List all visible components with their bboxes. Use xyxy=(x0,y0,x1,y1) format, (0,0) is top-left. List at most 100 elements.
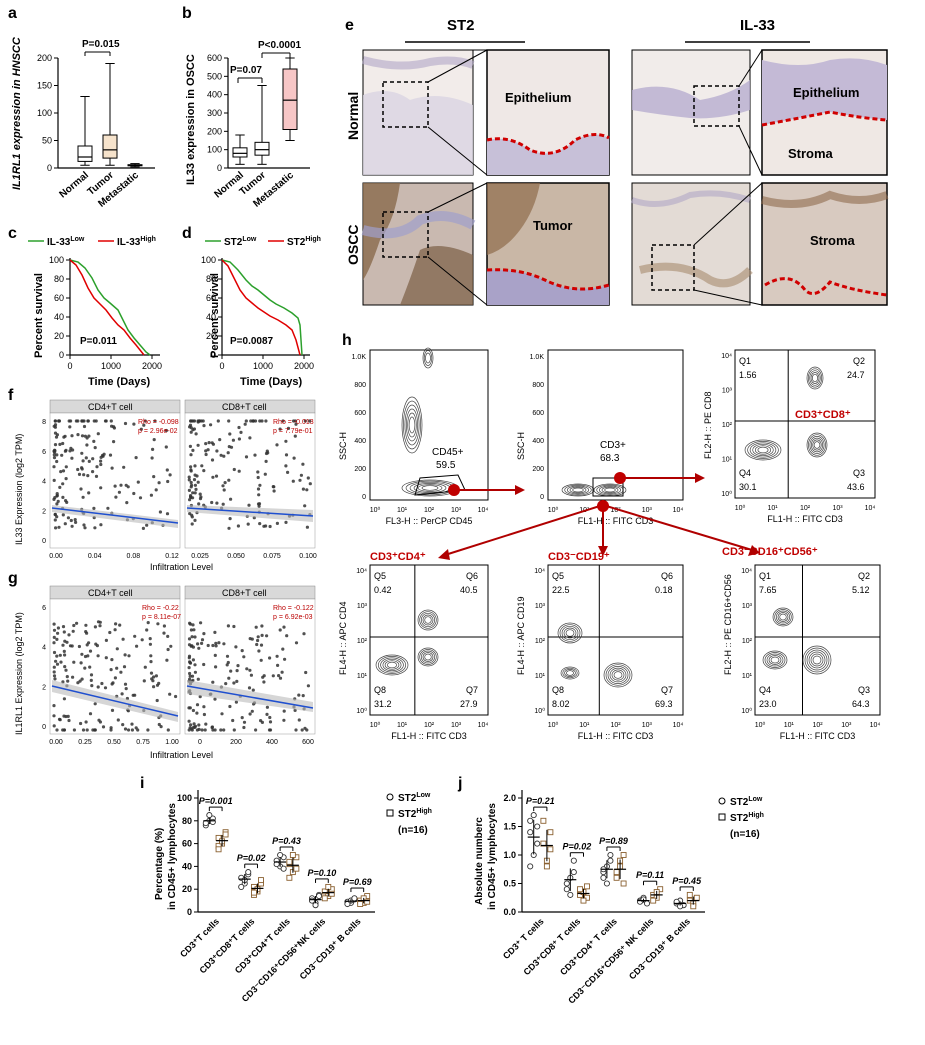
f-scatter2-point xyxy=(189,453,193,457)
g-scatter2-point xyxy=(192,722,196,726)
g-scatter1-point xyxy=(109,668,113,672)
f-scatter2-point xyxy=(192,478,197,482)
i-point-low xyxy=(206,812,213,819)
g-scatter1-point xyxy=(71,629,75,633)
g-scatter1-point xyxy=(130,728,134,732)
g-scatter2-point xyxy=(259,719,263,723)
a-xlabel: Normal xyxy=(57,170,91,201)
g-scatter2-point xyxy=(213,697,217,701)
flow-xlabel: FL1-H :: FITC CD3 xyxy=(578,731,654,741)
g-scatter1-point xyxy=(90,684,94,688)
f-scatter2-point xyxy=(263,472,267,476)
i-point-high xyxy=(215,846,222,853)
flow-ytick-label: 10⁴ xyxy=(534,568,545,575)
flow-contour xyxy=(564,484,592,496)
g-scatter2-point xyxy=(293,708,297,713)
f-scatter1-point xyxy=(74,419,78,423)
f-scatter1-point xyxy=(76,467,80,472)
panel-j-legend-high: ST2High xyxy=(730,812,764,824)
flow-quadrant-name: Q3 xyxy=(853,468,865,478)
f-scatter2-point xyxy=(284,439,288,443)
g-scatter2-point xyxy=(200,728,204,732)
f-scatter2-point xyxy=(291,479,295,483)
f-scatter1-point xyxy=(166,479,170,484)
g-scatter1-point xyxy=(96,620,101,624)
flow-xlabel: FL1-H :: FITC CD3 xyxy=(391,731,467,741)
g-scatter1-point xyxy=(122,665,127,669)
flow-xtick-label: 10⁰ xyxy=(735,504,746,512)
f-scatter2-point xyxy=(204,442,208,446)
flow-quadrant-name: Q1 xyxy=(739,356,751,366)
f-scatter2-point xyxy=(210,441,214,445)
panel-i-ylabel2: in CD45+ lymphocytes xyxy=(167,803,178,910)
g-scatter1-point xyxy=(154,674,158,678)
flow-contour xyxy=(423,350,433,366)
g-scatter1-point xyxy=(64,714,68,719)
panel-i: i Percentage (%) in CD45+ lymphocytes 0 2… xyxy=(140,775,432,1004)
panel-g-stat1-rho: Rho = -0.22 xyxy=(142,605,179,612)
g-scatter1-point xyxy=(53,677,57,681)
f-scatter1-point xyxy=(53,518,57,522)
flow-population-title: CD3⁺CD4⁺ xyxy=(370,551,426,563)
g-scatter2-point xyxy=(302,632,306,636)
g-scatter1-point xyxy=(123,682,128,686)
panel-c-legend-high: IL-33High xyxy=(117,236,156,248)
f-scatter2-point xyxy=(301,462,305,466)
g-scatter2-point xyxy=(213,728,217,732)
panel-j-ylabel1: Absolute numberc xyxy=(474,817,485,905)
flow-xtick-label: 10¹ xyxy=(767,505,778,512)
flow-xtick-label: 10² xyxy=(812,722,823,729)
c-xtick-label: 1000 xyxy=(101,361,121,371)
g-xtick-label: 0.75 xyxy=(136,739,150,746)
f-scatter2-point xyxy=(210,500,214,505)
f-scatter2-point xyxy=(221,484,225,488)
g-scatter2-point xyxy=(192,725,196,729)
flow-contour xyxy=(566,670,574,676)
g-scatter1-point xyxy=(135,644,139,648)
flow-contour xyxy=(747,441,779,459)
g-scatter2-point xyxy=(191,708,195,713)
f-scatter1-point xyxy=(136,480,140,484)
g-xtick-label: 600 xyxy=(302,739,314,746)
flow-contour xyxy=(754,445,772,455)
g-scatter2-point xyxy=(242,725,246,730)
g-scatter1-point xyxy=(63,653,67,657)
flow-contour xyxy=(404,404,420,446)
g-scatter2-point xyxy=(187,666,191,670)
flow-contour xyxy=(417,484,443,492)
f-scatter1-point xyxy=(81,495,85,499)
g-scatter2-point xyxy=(282,709,286,713)
f-scatter2-point xyxy=(187,475,191,479)
panel-a-ylabel: IL1RL1 expression in HNSCC xyxy=(11,36,23,190)
flow-contour xyxy=(605,664,631,686)
flow-quadrant-name: Q8 xyxy=(374,685,386,695)
flow-ytick-label: 400 xyxy=(354,438,366,445)
g-scatter2-point xyxy=(222,642,226,646)
flow-contour xyxy=(757,446,769,454)
g-scatter1-point xyxy=(148,637,152,641)
f-scatter2-point xyxy=(191,448,195,452)
flow-contour xyxy=(806,432,828,458)
panel-b-pval2: P<0.0001 xyxy=(258,40,302,51)
f-scatter2-point xyxy=(229,497,233,501)
f-scatter2-point xyxy=(196,480,200,484)
f-scatter1-point xyxy=(54,435,59,439)
f-scatter2-point xyxy=(189,480,193,485)
f-scatter1-point xyxy=(76,433,80,437)
g-scatter1-point xyxy=(52,628,57,632)
g-scatter1-point xyxy=(52,724,56,728)
g-scatter2-point xyxy=(200,638,205,642)
g-scatter1-point xyxy=(151,679,155,683)
panel-i-legend-high-name: ST2 xyxy=(398,809,417,820)
f-scatter1-point xyxy=(150,456,154,460)
panel-g-letter: g xyxy=(8,570,18,587)
panel-e-label-epi1: Epithelium xyxy=(505,90,571,105)
g-scatter1-point xyxy=(52,650,57,655)
flow-ytick-label: 1.0K xyxy=(530,354,545,361)
f-scatter2-point xyxy=(228,432,232,436)
g-scatter2-point xyxy=(259,658,263,662)
f-scatter2-point xyxy=(199,419,203,423)
f-scatter1-point xyxy=(92,506,96,510)
f-scatter1-point xyxy=(125,501,129,505)
